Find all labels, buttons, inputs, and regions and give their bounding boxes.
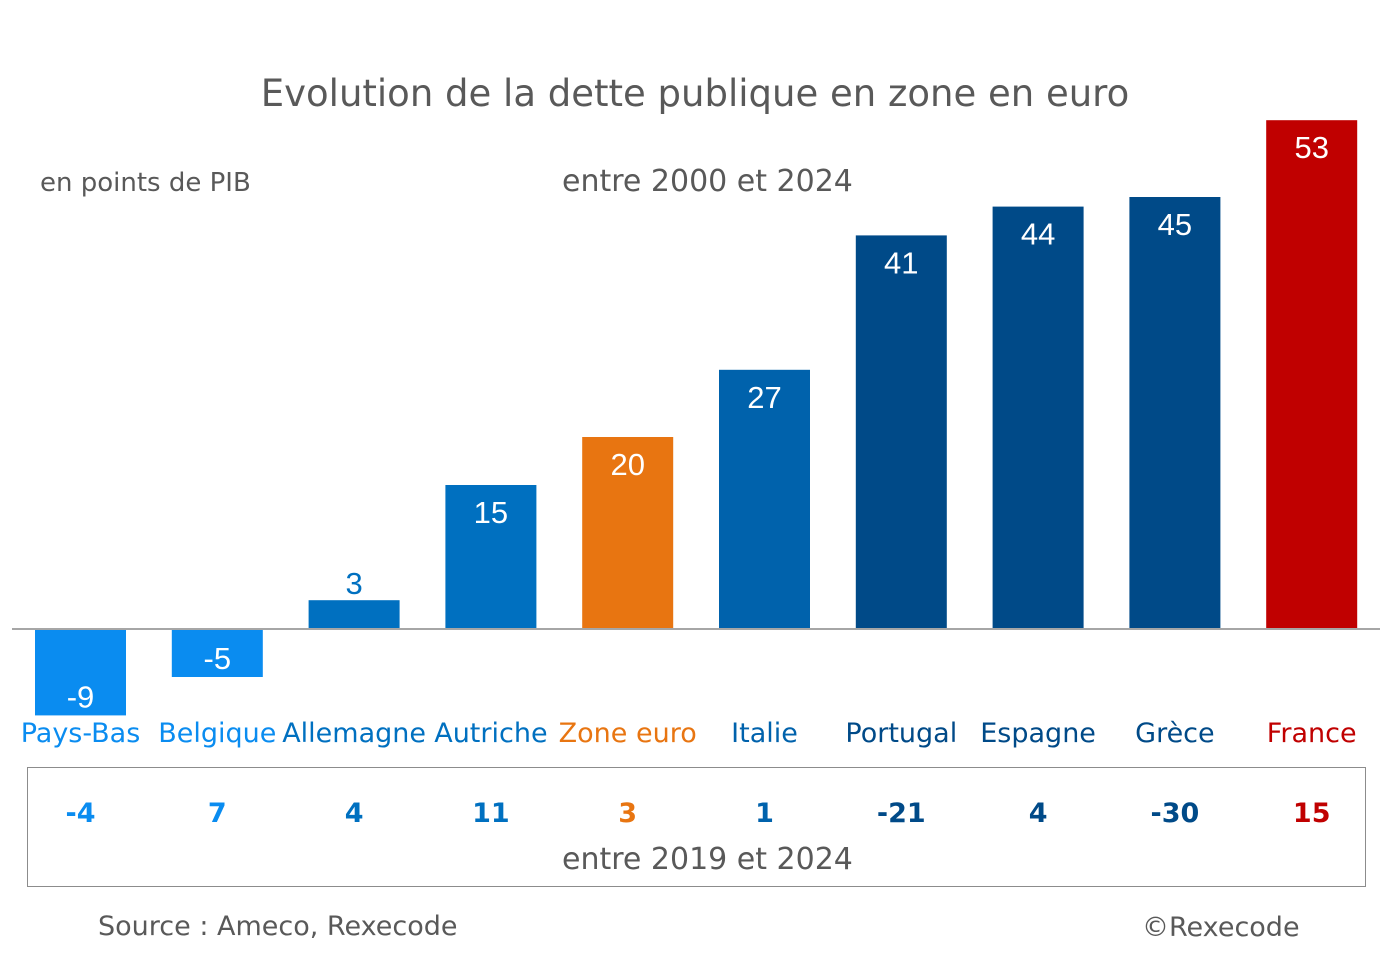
secondary-value: -21 — [877, 798, 926, 829]
copyright: ©Rexecode — [1142, 912, 1300, 943]
data-label: -5 — [204, 641, 232, 676]
secondary-box — [27, 767, 1366, 887]
secondary-value: -30 — [1151, 798, 1200, 829]
source-note: Source : Ameco, Rexecode — [98, 911, 458, 942]
subtitle: entre 2000 et 2024 — [562, 164, 853, 199]
category-label: Italie — [731, 718, 798, 749]
category-label: Espagne — [980, 718, 1096, 749]
bar-portugal — [855, 235, 947, 629]
bar-autriche — [445, 485, 537, 629]
secondary-value: 4 — [345, 798, 364, 829]
secondary-value: -4 — [66, 798, 96, 829]
bar-belgique — [171, 629, 263, 677]
bar-france — [1266, 120, 1358, 629]
category-label: Allemagne — [282, 718, 426, 749]
bar-zone-euro — [582, 437, 674, 629]
data-label: 53 — [1294, 130, 1328, 165]
secondary-value: 11 — [472, 798, 510, 829]
category-label: Pays-Bas — [21, 718, 141, 749]
bar-italie — [719, 369, 810, 629]
category-label: France — [1267, 718, 1357, 749]
data-label: -9 — [67, 679, 95, 714]
category-label: Autriche — [434, 718, 547, 749]
data-label: 20 — [610, 447, 644, 482]
unit-label: en points de PIB — [40, 168, 251, 198]
bar-grèce — [1129, 197, 1221, 629]
data-label: 27 — [747, 380, 781, 415]
secondary-value: 4 — [1029, 798, 1048, 829]
data-label: 3 — [345, 566, 362, 601]
secondary-value: 3 — [618, 798, 637, 829]
secondary-label: entre 2019 et 2024 — [562, 842, 853, 877]
category-label: Belgique — [158, 718, 276, 749]
chart-title: Evolution de la dette publique en zone e… — [260, 72, 1130, 115]
data-label: 15 — [474, 495, 508, 530]
bar-pays-bas — [35, 629, 126, 716]
category-label: Zone euro — [559, 718, 697, 749]
secondary-value: 15 — [1293, 798, 1331, 829]
bar-espagne — [992, 206, 1084, 629]
bar-allemagne — [308, 600, 400, 629]
data-label: 45 — [1158, 207, 1192, 242]
secondary-value: 1 — [755, 798, 774, 829]
data-label: 44 — [1021, 217, 1055, 252]
category-label: Grèce — [1135, 718, 1215, 749]
secondary-value: 7 — [208, 798, 227, 829]
category-label: Portugal — [845, 718, 957, 749]
data-label: 41 — [884, 245, 918, 280]
